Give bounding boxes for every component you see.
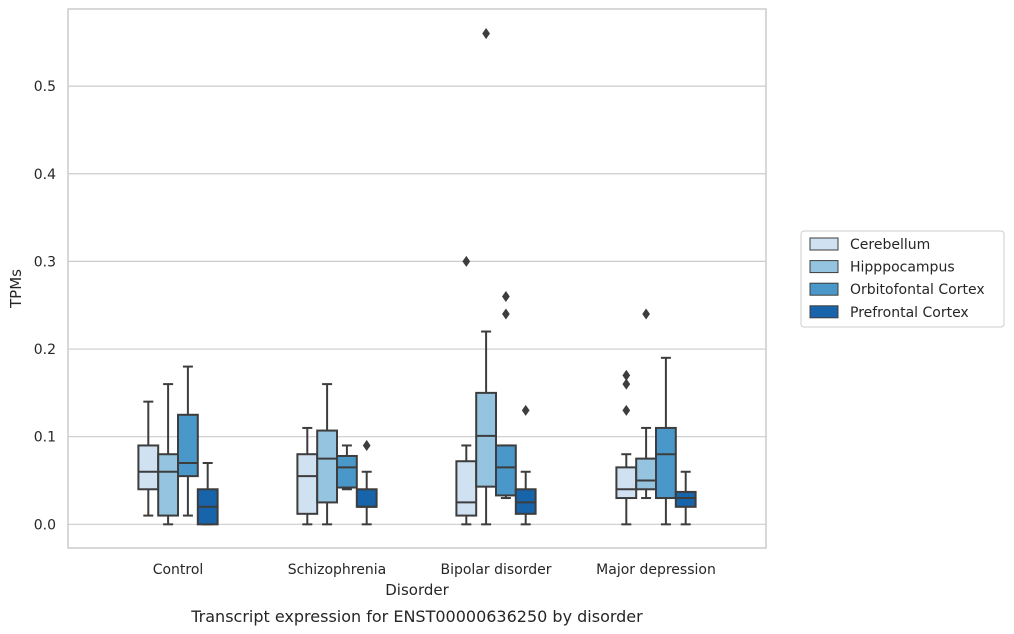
box-iqr	[495, 444, 517, 497]
box-iqr	[635, 457, 658, 491]
x-tick-label: Bipolar disorder	[440, 562, 551, 578]
box-iqr	[655, 426, 677, 500]
x-axis-label: Disorder	[385, 581, 449, 599]
legend: Cerebellum Hipppocampus Orbitofontal Corte…	[800, 230, 1005, 328]
box-element	[316, 383, 339, 526]
box-iqr	[177, 413, 199, 478]
legend-swatch	[809, 282, 839, 296]
legend-swatch	[809, 260, 839, 274]
box-element	[355, 439, 378, 526]
legend-item: Cerebellum	[809, 237, 930, 253]
box-iqr	[455, 460, 478, 517]
legend-frame	[800, 230, 1005, 328]
chart-caption: Transcript expression for ENST0000063625…	[190, 607, 643, 626]
box-element	[177, 365, 199, 517]
series-prefrontal-cortex	[196, 404, 697, 526]
box-iqr	[355, 488, 378, 508]
box-element	[674, 470, 697, 526]
x-tick-label: Schizophrenia	[288, 562, 386, 578]
legend-swatch	[809, 305, 839, 319]
box-element	[336, 444, 358, 491]
outlier-point	[622, 369, 631, 381]
box-iqr	[296, 453, 319, 515]
box-iqr	[157, 453, 179, 517]
y-tick-label: 0.3	[34, 254, 56, 270]
outlier-point	[642, 308, 650, 320]
outlier-point	[521, 404, 530, 416]
y-axis-label: TPMs	[7, 269, 25, 309]
outlier-point	[462, 255, 471, 267]
legend-item: Prefrontal Cortex	[809, 305, 969, 321]
box-element	[475, 28, 498, 526]
legend-label: Prefrontal Cortex	[850, 305, 969, 321]
box-iqr	[615, 466, 638, 500]
series-cerebellum	[137, 255, 638, 526]
outlier-point	[482, 28, 490, 40]
legend-item: Orbitofontal Cortex	[809, 282, 985, 298]
y-tick-label: 0.5	[34, 79, 56, 95]
box-iqr	[475, 391, 498, 488]
box-element	[455, 255, 478, 526]
outlier-point	[622, 378, 631, 390]
y-axis-ticks: 0.0 0.1 0.2 0.3 0.4 0.5	[34, 79, 56, 533]
legend-label: Orbitofontal Cortex	[850, 282, 985, 298]
box-element	[635, 308, 658, 500]
outlier-point	[502, 308, 510, 320]
legend-label: Cerebellum	[850, 237, 930, 253]
y-tick-label: 0.4	[34, 167, 56, 183]
legend-swatch	[809, 237, 839, 251]
x-tick-label: Major depression	[596, 562, 716, 578]
box-series	[137, 28, 697, 526]
legend-item: Hipppocampus	[809, 260, 955, 276]
box-iqr	[674, 490, 697, 508]
x-tick-label: Control	[153, 562, 204, 578]
y-tick-label: 0.2	[34, 342, 56, 358]
series-orbitofontal-cortex	[177, 290, 677, 526]
box-element	[196, 461, 219, 526]
outlier-point	[362, 439, 371, 451]
box-iqr	[137, 444, 160, 491]
legend-label: Hipppocampus	[850, 260, 955, 276]
outlier-point	[502, 290, 510, 302]
box-element	[157, 383, 179, 526]
outlier-point	[622, 404, 631, 416]
box-element	[137, 400, 160, 517]
box-iqr	[336, 454, 358, 489]
box-element	[615, 369, 638, 526]
y-tick-label: 0.0	[34, 517, 56, 533]
box-element	[655, 356, 677, 526]
x-axis-ticks: Control Schizophrenia Bipolar disorder Majo…	[153, 562, 716, 578]
y-tick-label: 0.1	[34, 430, 56, 446]
box-element	[495, 290, 517, 500]
series-hipppocampus	[157, 28, 658, 526]
plot-frame	[67, 8, 767, 549]
box-element	[296, 426, 319, 526]
box-element	[514, 404, 537, 526]
box-iqr	[316, 429, 339, 504]
